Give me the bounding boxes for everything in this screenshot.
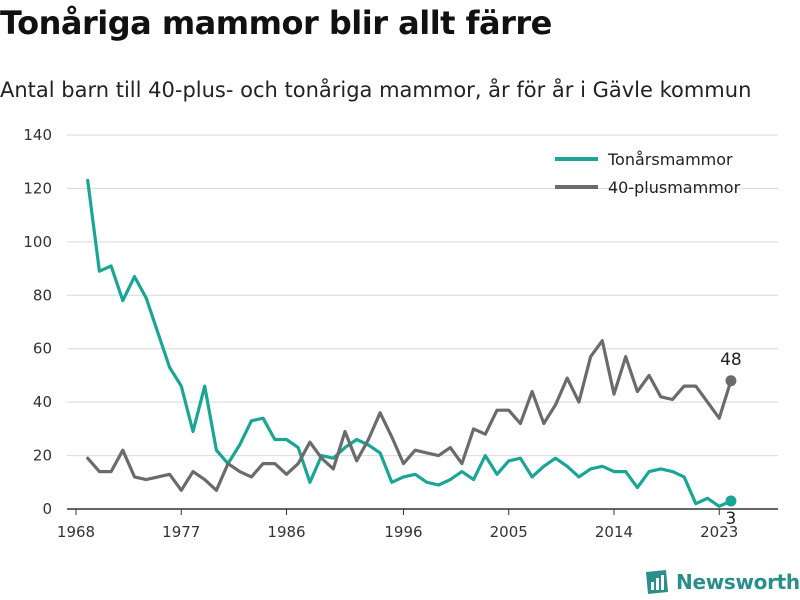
end-markers: 3 48: [720, 350, 742, 529]
x-tick-label-2005: 2005: [490, 523, 528, 541]
chart-subtitle: Antal barn till 40-plus- och tonåriga ma…: [0, 78, 752, 102]
x-tick-label-1986: 1986: [267, 523, 305, 541]
y-tick-label-140: 140: [23, 126, 52, 144]
y-tick-label-0: 0: [42, 500, 52, 518]
brand-logo[interactable]: Newsworthy: [644, 568, 800, 596]
gridlines: [67, 134, 778, 457]
y-tick-label-60: 60: [33, 340, 52, 358]
y-tick-label-80: 80: [33, 286, 52, 304]
legend-label-forty: 40-plusmammor: [608, 178, 741, 197]
x-tick-label-1968: 1968: [57, 523, 95, 541]
chart-title: Tonåriga mammor blir allt färre: [0, 4, 552, 42]
y-tick-label-20: 20: [33, 447, 52, 465]
x-tick-label-1977: 1977: [162, 523, 200, 541]
series-lines: [86, 178, 733, 508]
x-tick-label-1996: 1996: [384, 523, 422, 541]
newsworthy-logo-icon: [646, 570, 668, 594]
end-marker-teen: [725, 495, 737, 507]
end-marker-forty: [725, 375, 737, 387]
y-tick-label-120: 120: [23, 179, 52, 197]
legend-label-teen: Tonårsmammor: [607, 150, 733, 169]
legend: Tonårsmammor 40-plusmammor: [555, 150, 741, 197]
x-tick-label-2023: 2023: [700, 523, 738, 541]
y-tick-label-40: 40: [33, 393, 52, 411]
y-tick-label-100: 100: [23, 233, 52, 251]
x-tick-label-2014: 2014: [595, 523, 633, 541]
end-label-forty: 48: [720, 350, 742, 370]
y-axis-ticks: 0 20 40 60 80 100 120 140: [23, 126, 52, 518]
series-line-teen: [86, 178, 733, 508]
brand-name: Newsworthy: [676, 570, 800, 594]
x-axis: 1968 1977 1986 1996 2005 2014 2023: [57, 508, 778, 541]
series-line-forty: [86, 339, 733, 492]
end-label-teen: 3: [726, 509, 737, 529]
